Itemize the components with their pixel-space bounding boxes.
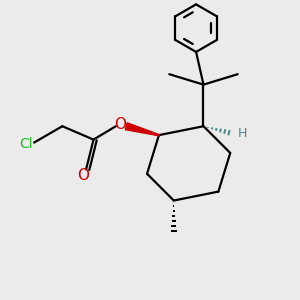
Text: O: O [114,117,126,132]
Text: H: H [238,127,247,140]
Polygon shape [125,123,159,136]
Text: O: O [77,168,89,183]
Text: Cl: Cl [19,137,33,151]
